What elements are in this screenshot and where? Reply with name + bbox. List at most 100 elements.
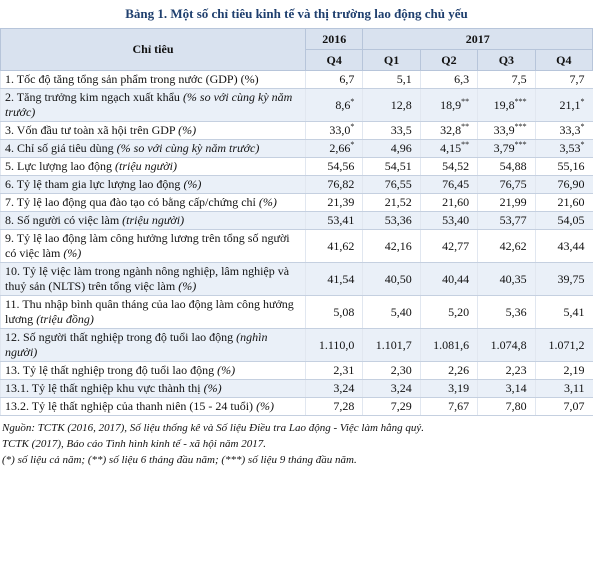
value-cell: 2,26 bbox=[419, 361, 478, 380]
label-unit: (%) bbox=[178, 279, 197, 293]
value-cell: 7,67 bbox=[419, 397, 478, 416]
label-text: 2. Tăng trưởng kim ngạch xuất khẩu bbox=[5, 90, 180, 104]
value-text: 18,9 bbox=[440, 97, 462, 112]
value-cell: 7,28 bbox=[304, 397, 363, 416]
label-unit: (% so với cùng kỳ năm trước) bbox=[5, 90, 293, 119]
value-cell: 53,36 bbox=[362, 211, 421, 230]
value-text: 3,53 bbox=[559, 141, 581, 155]
value-cell: 33,5 bbox=[362, 121, 421, 140]
value-cell: 8,6* bbox=[304, 88, 363, 122]
label-text: 3. Vốn đầu tư toàn xã hội trên GDP bbox=[5, 123, 176, 137]
table-row: 11. Thu nhập bình quân tháng của lao độn… bbox=[0, 295, 593, 329]
value-cell: 54,52 bbox=[419, 157, 478, 176]
header-quarter: Q3 bbox=[477, 49, 536, 71]
value-cell: 33,3* bbox=[534, 121, 593, 140]
header-quarter: Q4 bbox=[534, 49, 593, 71]
value-cell: 33,0* bbox=[304, 121, 363, 140]
value-cell: 21,60 bbox=[419, 193, 478, 212]
label-unit: (triệu người) bbox=[122, 213, 185, 227]
row-label: 5. Lực lượng lao động (triệu người) bbox=[0, 157, 306, 176]
table-row: 8. Số người có việc làm (triệu người) 53,… bbox=[0, 211, 593, 230]
value-cell: 21,99 bbox=[477, 193, 536, 212]
label-unit: (%) bbox=[63, 246, 82, 260]
row-label: 9. Tỷ lệ lao động làm công hưởng lương t… bbox=[0, 229, 306, 263]
row-label: 10. Tỷ lệ việc làm trong ngành nông nghi… bbox=[0, 262, 306, 296]
value-cell: 7,5 bbox=[477, 70, 536, 89]
value-cell: 53,77 bbox=[477, 211, 536, 230]
value-cell: 76,90 bbox=[534, 175, 593, 194]
label-text: 1. Tốc độ tăng tổng sản phẩm trong nước … bbox=[5, 72, 259, 86]
row-label: 8. Số người có việc làm (triệu người) bbox=[0, 211, 306, 230]
value-text: 3,79 bbox=[493, 141, 515, 155]
value-cell: 54,05 bbox=[534, 211, 593, 230]
value-text: 33,3 bbox=[559, 123, 581, 137]
header-indicator: Chỉ tiêu bbox=[0, 28, 306, 71]
label-text: 10. Tỷ lệ việc làm trong ngành nông nghi… bbox=[5, 264, 290, 293]
value-cell: 1.081,6 bbox=[419, 328, 478, 362]
value-cell: 40,44 bbox=[419, 262, 478, 296]
table-row: 12. Số người thất nghiệp trong độ tuổi l… bbox=[0, 328, 593, 362]
value-cell: 7,80 bbox=[477, 397, 536, 416]
value-cell: 2,66* bbox=[304, 139, 363, 158]
value-cell: 1.101,7 bbox=[362, 328, 421, 362]
value-cell: 1.071,2 bbox=[534, 328, 593, 362]
label-unit: (% so với cùng kỳ năm trước) bbox=[116, 141, 260, 155]
value-cell: 54,51 bbox=[362, 157, 421, 176]
row-label: 1. Tốc độ tăng tổng sản phẩm trong nước … bbox=[0, 70, 306, 89]
value-cell: 41,54 bbox=[304, 262, 363, 296]
value-cell: 19,8*** bbox=[477, 88, 536, 122]
value-text: 4,15 bbox=[440, 141, 462, 155]
value-cell: 76,55 bbox=[362, 175, 421, 194]
value-cell: 1.110,0 bbox=[304, 328, 363, 362]
value-note: ** bbox=[461, 122, 470, 131]
label-unit: (triệu người) bbox=[115, 159, 177, 173]
value-cell: 21,1* bbox=[534, 88, 593, 122]
value-cell: 42,62 bbox=[477, 229, 536, 263]
value-cell: 12,8 bbox=[362, 88, 421, 122]
row-label: 7. Tỷ lệ lao động qua đào tạo có bằng cấ… bbox=[0, 193, 306, 212]
label-unit: (%) bbox=[258, 195, 277, 209]
value-cell: 7,07 bbox=[534, 397, 593, 416]
value-cell: 2,31 bbox=[304, 361, 363, 380]
value-cell: 5,20 bbox=[419, 295, 478, 329]
value-cell: 5,08 bbox=[304, 295, 363, 329]
note-line: (*) số liệu cả năm; (**) số liệu 6 tháng… bbox=[2, 454, 357, 466]
value-text: 2,66 bbox=[329, 141, 351, 155]
value-cell: 21,60 bbox=[534, 193, 593, 212]
value-cell: 2,23 bbox=[477, 361, 536, 380]
label-text: 13.1. Tỷ lệ thất nghiệp khu vực thành th… bbox=[5, 381, 201, 395]
value-cell: 18,9** bbox=[419, 88, 478, 122]
label-unit: (%) bbox=[256, 399, 275, 413]
value-note: * bbox=[580, 140, 585, 149]
header-quarter: Q2 bbox=[419, 49, 479, 71]
label-unit: (nghìn người) bbox=[5, 330, 268, 359]
label-text: 11. Thu nhập bình quân tháng của lao độn… bbox=[5, 297, 294, 326]
table-row: 13. Tỷ lệ thất nghiệp trong độ tuổi lao … bbox=[0, 361, 593, 380]
label-text: 5. Lực lượng lao động bbox=[5, 159, 113, 173]
label-text: 13.2. Tỷ lệ thất nghiệp của thanh niên (… bbox=[5, 399, 254, 413]
value-note: *** bbox=[514, 140, 527, 149]
table-row: 7. Tỷ lệ lao động qua đào tạo có bằng cấ… bbox=[0, 193, 593, 212]
value-cell: 76,82 bbox=[304, 175, 363, 194]
value-cell: 53,40 bbox=[419, 211, 478, 230]
label-unit: (%) bbox=[183, 177, 202, 191]
label-unit: (%) bbox=[217, 363, 236, 377]
value-cell: 76,75 bbox=[477, 175, 536, 194]
notes: Nguồn: TCTK (2016, 2017), Số liệu thống … bbox=[0, 416, 593, 468]
value-text: 19,8 bbox=[493, 97, 515, 112]
value-cell: 41,62 bbox=[304, 229, 363, 263]
row-label: 13. Tỷ lệ thất nghiệp trong độ tuổi lao … bbox=[0, 361, 306, 380]
value-cell: 33,9*** bbox=[477, 121, 536, 140]
header-quarter: Q1 bbox=[362, 49, 421, 71]
row-label: 13.2. Tỷ lệ thất nghiệp của thanh niên (… bbox=[0, 397, 306, 416]
value-note: *** bbox=[514, 96, 527, 106]
value-cell: 32,8** bbox=[419, 121, 478, 140]
value-cell: 3,19 bbox=[419, 379, 478, 398]
table-row: 10. Tỷ lệ việc làm trong ngành nông nghi… bbox=[0, 262, 593, 296]
value-note: *** bbox=[514, 122, 527, 131]
value-note: * bbox=[350, 140, 355, 149]
value-cell: 55,16 bbox=[534, 157, 593, 176]
value-cell: 3,14 bbox=[477, 379, 536, 398]
label-text: 12. Số người thất nghiệp trong độ tuổi l… bbox=[5, 330, 234, 344]
